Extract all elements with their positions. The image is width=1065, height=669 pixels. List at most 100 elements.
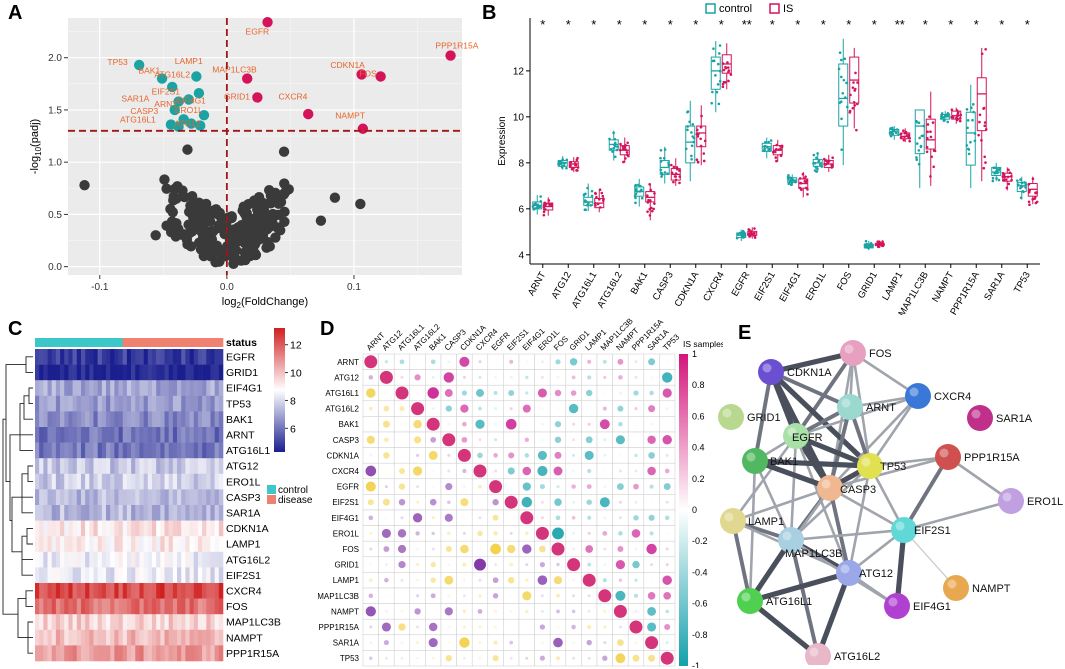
heatmap-cell xyxy=(97,567,103,584)
heatmap-cell xyxy=(55,473,61,490)
heatmap-cell xyxy=(76,645,82,662)
heatmap-cell xyxy=(181,567,186,584)
heatmap-cell xyxy=(185,442,190,459)
heatmap-cell xyxy=(172,427,178,443)
heatmap-cell xyxy=(181,458,186,475)
sample-point xyxy=(919,145,923,149)
heatmap-cell xyxy=(218,551,224,568)
gene-label: BAK1 xyxy=(138,65,160,75)
sample-point xyxy=(626,141,629,145)
sample-point xyxy=(931,121,935,124)
heatmap-cell xyxy=(97,411,103,428)
heatmap-cell xyxy=(151,473,157,490)
heatmap-cell xyxy=(76,536,82,553)
network-edge xyxy=(749,570,850,604)
sample-point xyxy=(649,188,653,192)
row-label: SAR1A xyxy=(333,639,360,648)
correlation-circle xyxy=(648,654,656,662)
heatmap-cell xyxy=(101,380,107,397)
row-label: ERO1L xyxy=(226,476,261,488)
heatmap-cell xyxy=(156,583,161,599)
sample-point xyxy=(950,108,954,112)
sample-point xyxy=(601,194,605,198)
sample-point xyxy=(967,152,971,156)
correlation-circle xyxy=(647,606,657,616)
heatmap-cell xyxy=(156,567,161,584)
heatmap-cell xyxy=(164,520,169,537)
heatmap-cell xyxy=(80,364,86,381)
correlation-circle xyxy=(494,563,498,567)
heatmap-cell xyxy=(51,364,57,381)
sample-point xyxy=(966,126,969,130)
heatmap-cell xyxy=(143,427,149,443)
correlation-circle xyxy=(540,516,544,520)
node-label: CXCR4 xyxy=(934,391,971,403)
heatmap-cell xyxy=(168,645,174,662)
heatmap-cell xyxy=(189,411,195,428)
correlation-circle xyxy=(493,453,498,458)
node-highlight xyxy=(841,398,851,408)
correlation-circle xyxy=(368,515,374,521)
heatmap-cell xyxy=(97,645,103,662)
node-label: ARNT xyxy=(866,402,896,414)
correlation-circle xyxy=(447,594,451,598)
network-edge xyxy=(828,487,851,574)
correlation-circle xyxy=(460,498,469,507)
correlation-circle xyxy=(525,656,529,660)
heatmap-cell xyxy=(139,629,144,646)
heatmap-cell xyxy=(206,598,211,615)
sample-point xyxy=(598,188,602,191)
heatmap-cell xyxy=(197,629,203,646)
heatmap-cell xyxy=(214,364,220,381)
heatmap-cell xyxy=(76,473,82,490)
heatmap-cell xyxy=(147,629,153,646)
sample-point xyxy=(534,202,537,205)
sample-point xyxy=(1031,177,1035,181)
heatmap-cell xyxy=(189,349,195,365)
heatmap-cell xyxy=(185,551,190,568)
heatmap-cell xyxy=(85,536,90,553)
ns-point xyxy=(264,221,275,233)
sample-point xyxy=(661,173,664,176)
up-point xyxy=(357,123,369,134)
heatmap-cell xyxy=(118,505,124,521)
network-edge xyxy=(770,370,851,409)
heatmap-cell xyxy=(35,614,40,631)
sample-point xyxy=(851,106,855,110)
correlation-circle xyxy=(555,359,561,365)
network-node xyxy=(778,527,804,553)
legend-label-control: control xyxy=(719,3,752,15)
sample-point xyxy=(653,202,656,205)
network-node xyxy=(837,394,863,420)
sample-point xyxy=(691,122,695,126)
down-point xyxy=(193,88,205,99)
correlation-circle xyxy=(369,563,373,567)
correlation-circle xyxy=(431,407,435,411)
heatmap-cell xyxy=(114,442,119,459)
sample-point xyxy=(561,158,565,161)
heatmap-cell xyxy=(164,505,169,521)
heatmap-cell xyxy=(43,629,48,646)
colorbar-right-tick-label: 0.6 xyxy=(692,411,705,421)
correlation-circle xyxy=(460,544,469,554)
network-edge xyxy=(731,520,752,602)
correlation-circle xyxy=(444,513,453,522)
heatmap-cell xyxy=(214,536,220,553)
ns-point xyxy=(169,218,181,230)
heatmap-cell xyxy=(97,473,103,490)
correlation-circle xyxy=(662,435,672,445)
x-tick-label: 0.1 xyxy=(347,282,361,293)
heatmap-cell xyxy=(151,614,157,631)
heatmap-cell xyxy=(202,489,207,506)
heatmap-cell xyxy=(51,442,57,459)
correlation-circle xyxy=(524,437,530,443)
correlation-circle xyxy=(400,422,404,426)
sample-point xyxy=(992,166,996,170)
sample-point xyxy=(998,167,1002,170)
sample-point xyxy=(798,177,802,180)
heatmap-cell xyxy=(189,629,195,646)
sample-point xyxy=(670,163,673,167)
sample-point xyxy=(865,242,869,246)
sample-point xyxy=(659,168,663,172)
legend-swatch-control xyxy=(705,3,716,14)
